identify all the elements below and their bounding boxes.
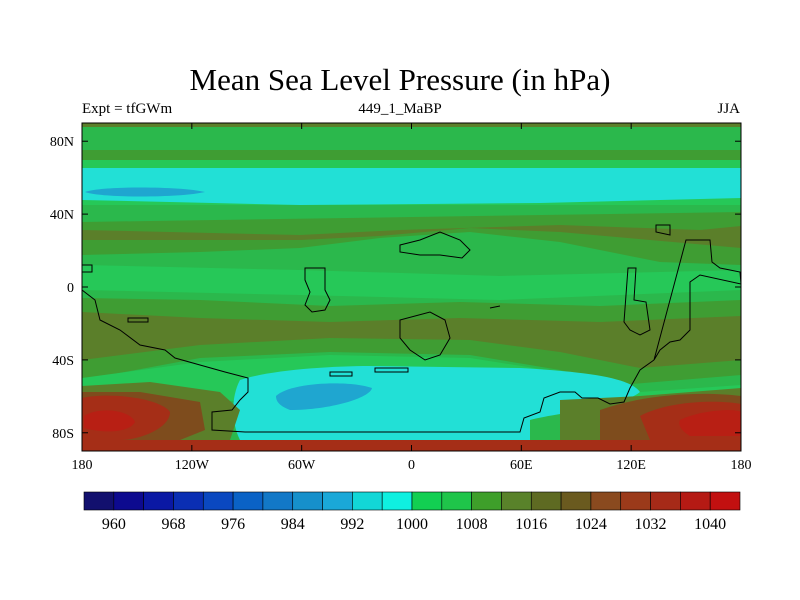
coast-antarctic-coast-lines [127, 305, 501, 377]
coast-africa [399, 231, 471, 361]
colorbar-swatch [709, 491, 741, 511]
colorbar-swatch [471, 491, 502, 511]
season-label: JJA [717, 101, 740, 117]
x-tick-label: 0 [408, 458, 415, 473]
high-west-1040 [84, 410, 135, 432]
axis-ticks: 180 120W 60W 0 60E 120E 180 80N 40N 0 40S 80S [50, 123, 752, 473]
x-tick-label: 60E [510, 458, 533, 473]
colorbar-swatch [620, 491, 651, 511]
colorbar-swatch [173, 491, 204, 511]
x-tick-label: 180 [72, 458, 93, 473]
colorbar-swatch [113, 491, 144, 511]
high-east-1040 [679, 410, 741, 436]
colorbar-swatch [143, 491, 174, 511]
colorbar-swatch [202, 491, 234, 511]
colorbar-swatch [530, 491, 562, 511]
colorbar-label: 1040 [694, 516, 726, 533]
colorbar-swatch [501, 491, 532, 511]
colorbar-swatch [560, 491, 592, 511]
colorbar-label: 984 [281, 516, 305, 533]
colorbar-label: 1000 [396, 516, 428, 533]
band-40n-1012 [82, 212, 741, 265]
y-tick-label: 0 [67, 281, 74, 296]
x-tick-label: 180 [731, 458, 752, 473]
colorbar-swatch [292, 491, 323, 511]
colorbar-swatch [680, 491, 711, 511]
colorbar-swatch [441, 491, 472, 511]
colorbar-label: 1016 [515, 516, 547, 533]
x-tick-label: 120E [616, 458, 646, 473]
x-tick-label: 60W [288, 458, 316, 473]
colorbar-label: 1024 [575, 516, 607, 533]
coast-australia [623, 224, 741, 361]
y-tick-label: 40N [50, 208, 74, 223]
coastlines [82, 224, 741, 433]
y-tick-label: 80S [52, 427, 74, 442]
colorbar-swatch [232, 491, 264, 511]
band-equator-1004 [82, 265, 741, 300]
band-north-1000 [82, 168, 741, 205]
colorbar: 960 968 976 984 992 1000 1008 1016 1024 1032 1040 [83, 491, 741, 533]
coast-antarctica [82, 264, 655, 433]
colorbar-swatch [590, 491, 622, 511]
antarctic-low-996 [276, 383, 372, 410]
colorbar-label: 1008 [456, 516, 488, 533]
colorbar-label: 1032 [635, 516, 667, 533]
colorbar-label: 992 [340, 516, 364, 533]
experiment-label: Expt = tfGWm [82, 101, 173, 117]
band-40n-1016 [82, 225, 741, 248]
colorbar-swatch [650, 491, 681, 511]
band-subtropical-1016 [82, 312, 741, 368]
colorbar-swatch [381, 491, 413, 511]
colorbar-swatch [262, 491, 294, 511]
colorbar-swatch [322, 491, 353, 511]
colorbar-swatch [352, 491, 383, 511]
colorbar-swatch [411, 491, 443, 511]
colorbar-swatch [83, 491, 115, 511]
contour-map [82, 123, 741, 451]
chart-title: Mean Sea Level Pressure (in hPa) [189, 62, 611, 97]
colorbar-label: 968 [161, 516, 185, 533]
y-tick-label: 80N [50, 135, 74, 150]
colorbar-label: 976 [221, 516, 245, 533]
colorbar-label: 960 [102, 516, 126, 533]
run-label: 449_1_MaBP [358, 101, 442, 117]
y-tick-label: 40S [52, 354, 74, 369]
low-north-996 [85, 187, 205, 197]
coast-south-america [304, 267, 331, 313]
x-tick-label: 120W [175, 458, 210, 473]
